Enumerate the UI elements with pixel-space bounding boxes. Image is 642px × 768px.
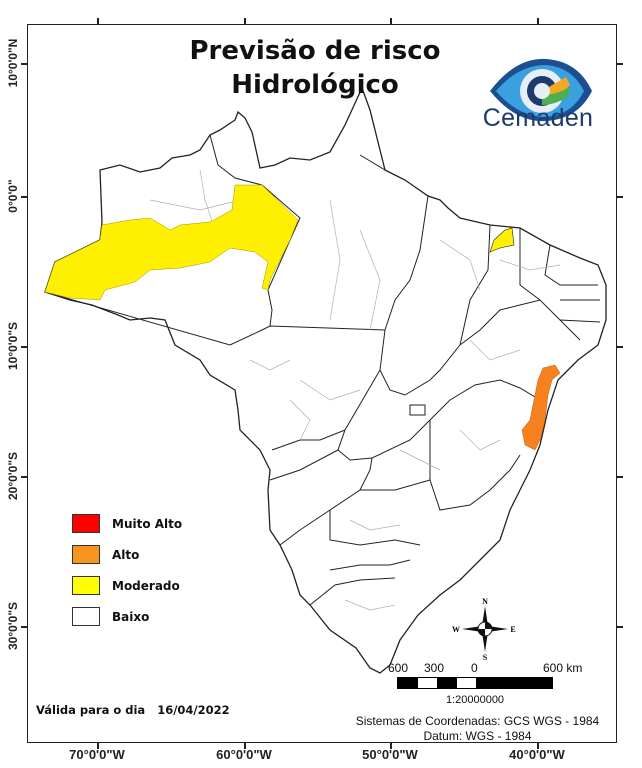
datum-line: Datum: WGS - 1984 (423, 729, 532, 743)
tick-mark (390, 743, 392, 749)
tick-mark (244, 743, 246, 749)
compass-n: N (482, 597, 488, 606)
scale-label: 300 (424, 661, 445, 675)
validity-label: Válida para o dia (36, 703, 146, 717)
tick-mark (537, 18, 539, 24)
tick-mark (617, 196, 623, 198)
scale-label: 600 km (543, 661, 583, 675)
longitude-label: 60°0'0"W (216, 747, 272, 762)
tick-mark (617, 476, 623, 478)
region-moderado-piaui (489, 227, 515, 253)
validity-text: Válida para o dia 16/04/2022 (36, 703, 238, 717)
legend-label: Baixo (112, 609, 150, 624)
region-moderado-amazonas (44, 184, 299, 301)
validity-date: 16/04/2022 (157, 703, 230, 717)
legend-label: Alto (112, 547, 140, 562)
tick-mark (390, 18, 392, 24)
tick-mark (537, 743, 539, 749)
north-arrow-compass-icon: N S W E (452, 597, 516, 662)
tick-mark (97, 18, 99, 24)
logo-text: Cemaden (482, 104, 594, 132)
legend-item-muito-alto: Muito Alto (72, 508, 182, 539)
latitude-label: 10°0'0"S (6, 321, 20, 371)
compass-s: S (483, 653, 488, 662)
longitude-label: 70°0'0"W (69, 747, 125, 762)
tick-mark (244, 18, 246, 24)
scale-label: 0 (471, 661, 478, 675)
latitude-label: 30°0'0"S (6, 601, 20, 651)
legend-item-alto: Alto (72, 539, 182, 570)
tick-mark (21, 346, 27, 348)
legend-swatch (72, 514, 100, 533)
region-alto-bahia (521, 364, 561, 451)
coordinate-system-line: Sistemas de Coordenadas: GCS WGS - 1984 (355, 714, 600, 728)
latitude-label: 0°0'0" (6, 179, 20, 213)
cemaden-eye-logo-icon (490, 58, 592, 122)
map-frame (27, 24, 617, 743)
coordinate-system-info: Sistemas de Coordenadas: GCS WGS - 1984 … (340, 714, 615, 744)
legend: Muito Alto Alto Moderado Baixo (72, 508, 182, 632)
tick-mark (97, 743, 99, 749)
scale-bar (397, 677, 553, 689)
tick-mark (617, 63, 623, 65)
map-title: Previsão de risco Hidrológico (150, 34, 480, 102)
compass-e: E (510, 625, 515, 634)
legend-item-baixo: Baixo (72, 601, 182, 632)
title-line-2: Hidrológico (231, 70, 399, 100)
scale-label: 600 (388, 661, 409, 675)
legend-item-moderado: Moderado (72, 570, 182, 601)
tick-mark (617, 626, 623, 628)
brazil-map (44, 86, 607, 674)
legend-swatch (72, 545, 100, 564)
compass-w: W (452, 625, 460, 634)
legend-label: Moderado (112, 578, 180, 593)
tick-mark (21, 63, 27, 65)
tick-mark (21, 196, 27, 198)
legend-swatch (72, 576, 100, 595)
legend-label: Muito Alto (112, 516, 183, 531)
tick-mark (21, 476, 27, 478)
tick-mark (21, 626, 27, 628)
tick-mark (617, 346, 623, 348)
latitude-label: 10°0'0"N (6, 38, 20, 88)
legend-swatch (72, 607, 100, 626)
scale-ratio: 1:20000000 (445, 694, 505, 706)
longitude-label: 40°0'0"W (509, 747, 565, 762)
longitude-label: 50°0'0"W (362, 747, 418, 762)
latitude-label: 20°0'0"S (6, 451, 20, 501)
title-line-1: Previsão de risco (189, 36, 441, 66)
